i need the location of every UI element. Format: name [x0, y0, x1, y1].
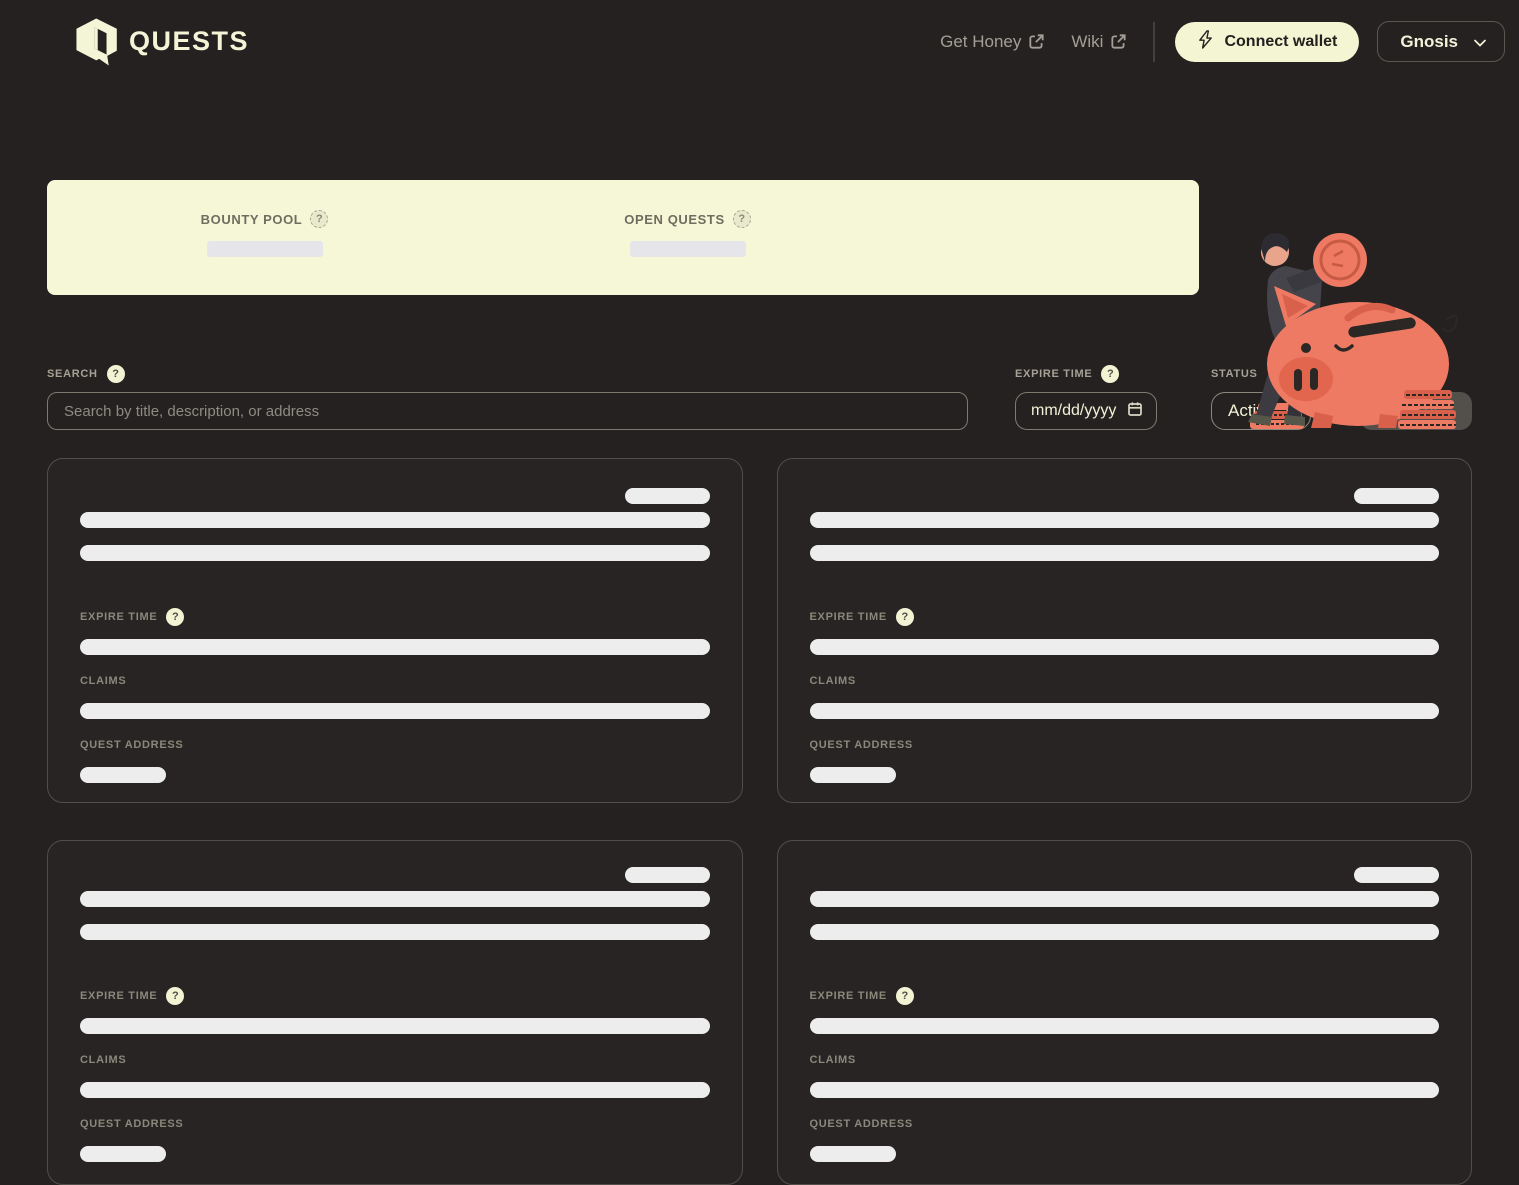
quest-address-skeleton: [809, 767, 896, 783]
wiki-link[interactable]: Wiki: [1071, 32, 1127, 52]
card-quest-address-label: QUEST ADDRESS: [80, 738, 184, 751]
open-quests-label: OPEN QUESTS: [624, 211, 725, 227]
app-logo[interactable]: QUESTS: [75, 17, 249, 67]
main-content: BOUNTY POOL ? OPEN QUESTS ?: [0, 180, 1519, 1185]
card-claims-label: CLAIMS: [809, 1053, 856, 1066]
claims-skeleton: [80, 1082, 710, 1098]
help-icon[interactable]: ?: [310, 210, 329, 228]
bounty-pool-stat: BOUNTY POOL ?: [53, 210, 476, 295]
header-divider: [1153, 21, 1156, 62]
app-header: QUESTS Get Honey Wiki: [0, 0, 1519, 83]
card-quest-address-label: QUEST ADDRESS: [80, 1117, 184, 1130]
quest-card[interactable]: EXPIRE TIME ? CLAIMS QUEST ADDRESS: [47, 840, 743, 1185]
app-title: QUESTS: [129, 26, 250, 56]
quest-description-skeleton: [809, 545, 1439, 561]
network-selector[interactable]: Gnosis: [1377, 21, 1505, 62]
expire-time-label: EXPIRE TIME: [1015, 368, 1093, 380]
expire-time-skeleton: [80, 639, 710, 655]
external-link-icon: [1028, 33, 1045, 50]
quest-amount-skeleton: [1354, 488, 1439, 504]
card-quest-address-label: QUEST ADDRESS: [809, 1117, 913, 1130]
quest-address-skeleton: [809, 1146, 896, 1162]
hero-section: BOUNTY POOL ? OPEN QUESTS ?: [47, 180, 1472, 429]
quest-address-skeleton: [80, 1146, 166, 1162]
quest-card[interactable]: EXPIRE TIME ? CLAIMS QUEST ADDRESS: [776, 458, 1472, 803]
card-expire-time-label: EXPIRE TIME: [80, 610, 158, 623]
help-icon[interactable]: ?: [1101, 365, 1120, 383]
quest-amount-skeleton: [624, 867, 710, 883]
open-quests-loading-skeleton: [629, 240, 746, 257]
claims-skeleton: [809, 1082, 1439, 1098]
external-link-icon: [1110, 33, 1127, 50]
bounty-pool-label: BOUNTY POOL: [200, 211, 303, 227]
claims-skeleton: [809, 703, 1439, 719]
calendar-icon[interactable]: [1127, 401, 1143, 422]
lightning-bolt-icon: [1197, 29, 1214, 54]
card-expire-time-label: EXPIRE TIME: [80, 989, 158, 1002]
quest-title-skeleton: [809, 891, 1439, 907]
card-claims-label: CLAIMS: [809, 674, 856, 687]
chevron-down-icon: [1286, 401, 1297, 421]
quest-address-skeleton: [80, 767, 166, 783]
help-icon[interactable]: ?: [166, 607, 185, 626]
status-filter: STATUS Active: [1211, 365, 1311, 430]
quest-amount-skeleton: [624, 488, 710, 504]
claims-skeleton: [80, 703, 710, 719]
reset-button[interactable]: Reset: [1360, 392, 1472, 430]
stats-banner: BOUNTY POOL ? OPEN QUESTS ?: [47, 180, 1199, 295]
expire-date-input[interactable]: mm/dd/yyyy: [1015, 392, 1157, 430]
card-claims-label: CLAIMS: [80, 674, 127, 687]
help-icon[interactable]: ?: [106, 365, 125, 383]
coin: [1313, 233, 1367, 287]
header-nav: Get Honey Wiki: [940, 21, 1505, 62]
chevron-down-icon: [1474, 32, 1486, 52]
expire-time-skeleton: [80, 1018, 710, 1034]
card-claims-label: CLAIMS: [80, 1053, 127, 1066]
open-quests-stat: OPEN QUESTS ?: [476, 210, 899, 295]
expire-time-skeleton: [809, 1018, 1439, 1034]
help-icon[interactable]: ?: [895, 986, 914, 1005]
search-filter: SEARCH ?: [47, 365, 968, 430]
status-label: STATUS: [1211, 368, 1258, 380]
quest-description-skeleton: [80, 924, 710, 940]
help-icon[interactable]: ?: [895, 607, 914, 626]
connect-wallet-button[interactable]: Connect wallet: [1175, 21, 1360, 62]
search-label: SEARCH: [47, 368, 98, 380]
quest-title-skeleton: [80, 891, 710, 907]
get-honey-link[interactable]: Get Honey: [940, 32, 1045, 52]
quest-card[interactable]: EXPIRE TIME ? CLAIMS QUEST ADDRESS: [776, 840, 1472, 1185]
quest-description-skeleton: [809, 924, 1439, 940]
card-expire-time-label: EXPIRE TIME: [809, 989, 887, 1002]
quest-title-skeleton: [80, 512, 710, 528]
bounty-pool-loading-skeleton: [206, 240, 323, 257]
search-input[interactable]: [47, 392, 968, 430]
quest-card[interactable]: EXPIRE TIME ? CLAIMS QUEST ADDRESS: [47, 458, 743, 803]
quest-card-grid: EXPIRE TIME ? CLAIMS QUEST ADDRESS EXPIR…: [47, 458, 1472, 1185]
quests-logo-icon: [75, 17, 119, 67]
help-icon[interactable]: ?: [732, 210, 751, 228]
card-quest-address-label: QUEST ADDRESS: [809, 738, 913, 751]
quest-amount-skeleton: [1354, 867, 1439, 883]
expire-time-skeleton: [809, 639, 1439, 655]
help-icon[interactable]: ?: [166, 986, 185, 1005]
quest-title-skeleton: [809, 512, 1439, 528]
status-dropdown[interactable]: Active: [1211, 392, 1311, 430]
expire-time-filter: EXPIRE TIME ? mm/dd/yyyy: [1015, 365, 1157, 430]
card-expire-time-label: EXPIRE TIME: [809, 610, 887, 623]
filters-bar: SEARCH ? EXPIRE TIME ? mm/dd/yyyy: [47, 365, 1472, 430]
quest-description-skeleton: [80, 545, 710, 561]
